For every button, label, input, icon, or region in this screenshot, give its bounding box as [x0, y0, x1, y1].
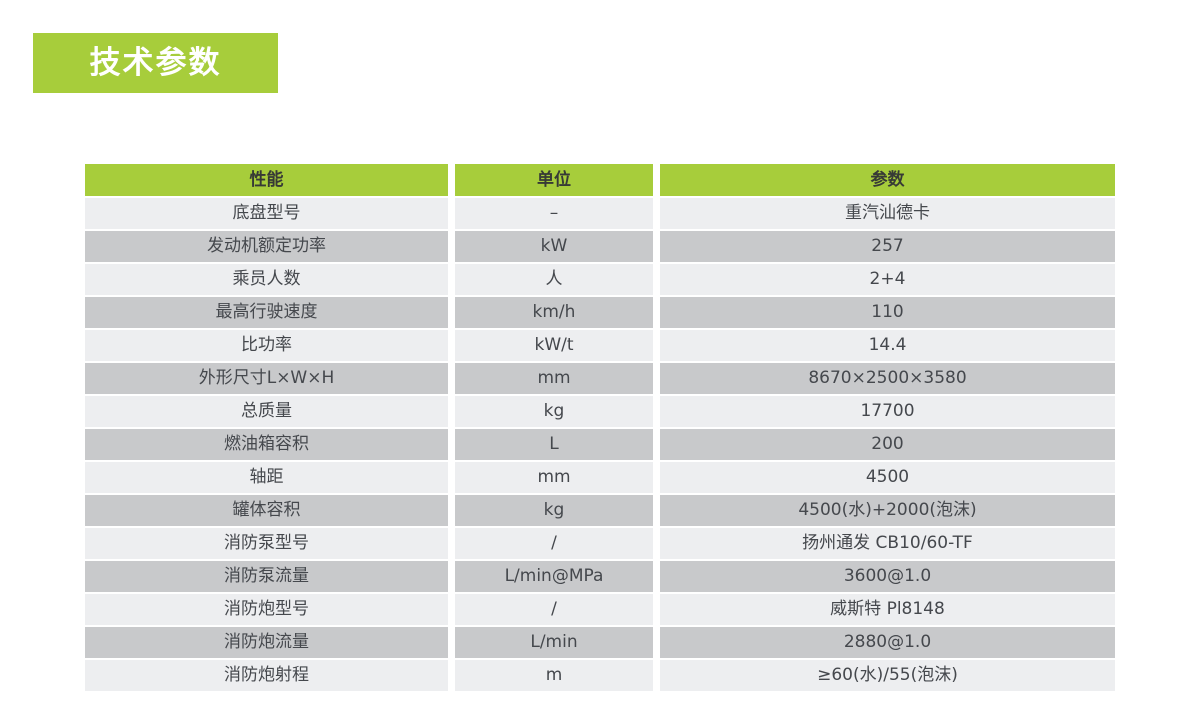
spec-value-cell: 重汽汕德卡: [660, 198, 1115, 229]
spec-name-cell: 消防泵型号: [85, 528, 448, 559]
spec-value-cell: ≥60(水)/55(泡沫): [660, 660, 1115, 691]
spec-value-cell: 110: [660, 297, 1115, 328]
spec-name-cell: 比功率: [85, 330, 448, 361]
spec-unit-cell: L/min: [455, 627, 653, 658]
header-parameter: 参数: [660, 164, 1115, 196]
spec-name-cell: 底盘型号: [85, 198, 448, 229]
spec-name-cell: 燃油箱容积: [85, 429, 448, 460]
spec-name-cell: 罐体容积: [85, 495, 448, 526]
spec-unit-cell: km/h: [455, 297, 653, 328]
table-row: 最高行驶速度 km/h 110: [85, 297, 1115, 328]
spec-name-cell: 消防炮流量: [85, 627, 448, 658]
spec-unit-cell: L: [455, 429, 653, 460]
table-header-row: 性能 单位 参数: [85, 164, 1115, 196]
spec-value-cell: 扬州通发 CB10/60-TF: [660, 528, 1115, 559]
table-row: 总质量 kg 17700: [85, 396, 1115, 427]
spec-unit-cell: /: [455, 528, 653, 559]
spec-unit-cell: mm: [455, 462, 653, 493]
spec-value-cell: 2+4: [660, 264, 1115, 295]
spec-table: 性能 单位 参数 底盘型号 – 重汽汕德卡 发动机额定功率 kW 257 乘员人数人 2+4 最…: [85, 164, 1115, 693]
page-title: 技术参数: [89, 44, 222, 81]
header-unit: 单位: [455, 164, 653, 196]
table-row: 罐体容积 kg 4500(水)+2000(泡沫): [85, 495, 1115, 526]
table-body: 底盘型号 – 重汽汕德卡 发动机额定功率 kW 257 乘员人数人 2+4 最高行驶速度 km/h…: [85, 198, 1115, 691]
spec-value-cell: 2880@1.0: [660, 627, 1115, 658]
header-performance: 性能: [85, 164, 448, 196]
spec-unit-cell: L/min@MPa: [455, 561, 653, 592]
spec-value-cell: 4500: [660, 462, 1115, 493]
spec-unit-cell: kg: [455, 495, 653, 526]
spec-value-cell: 3600@1.0: [660, 561, 1115, 592]
table-row: 消防泵型号 / 扬州通发 CB10/60-TF: [85, 528, 1115, 559]
table-row: 比功率 kW/t 14.4: [85, 330, 1115, 361]
table-row: 外形尺寸L×W×H mm 8670×2500×3580: [85, 363, 1115, 394]
table-row: 轴距 mm 4500: [85, 462, 1115, 493]
spec-name-cell: 轴距: [85, 462, 448, 493]
spec-value-cell: 17700: [660, 396, 1115, 427]
table-row: 消防炮流量 L/min 2880@1.0: [85, 627, 1115, 658]
spec-value-cell: 200: [660, 429, 1115, 460]
spec-unit-cell: kW/t: [455, 330, 653, 361]
spec-value-cell: 257: [660, 231, 1115, 262]
table-row: 消防炮射程 m ≥60(水)/55(泡沫): [85, 660, 1115, 691]
page-title-banner: 技术参数: [33, 33, 278, 93]
table-row: 底盘型号 – 重汽汕德卡: [85, 198, 1115, 229]
spec-name-cell: 消防炮射程: [85, 660, 448, 691]
table-row: 发动机额定功率 kW 257: [85, 231, 1115, 262]
table-row: 消防泵流量 L/min@MPa 3600@1.0: [85, 561, 1115, 592]
spec-name-cell: 乘员人数: [85, 264, 448, 295]
spec-unit-cell: 人: [455, 264, 653, 295]
table-row: 消防炮型号 / 威斯特 Pl8148: [85, 594, 1115, 625]
spec-unit-cell: kg: [455, 396, 653, 427]
spec-name-cell: 发动机额定功率: [85, 231, 448, 262]
spec-value-cell: 8670×2500×3580: [660, 363, 1115, 394]
spec-unit-cell: mm: [455, 363, 653, 394]
spec-unit-cell: /: [455, 594, 653, 625]
spec-value-cell: 威斯特 Pl8148: [660, 594, 1115, 625]
spec-value-cell: 4500(水)+2000(泡沫): [660, 495, 1115, 526]
table-row: 乘员人数人 2+4: [85, 264, 1115, 295]
spec-unit-cell: –: [455, 198, 653, 229]
spec-name-cell: 消防泵流量: [85, 561, 448, 592]
spec-unit-cell: m: [455, 660, 653, 691]
spec-unit-cell: kW: [455, 231, 653, 262]
spec-name-cell: 最高行驶速度: [85, 297, 448, 328]
spec-name-cell: 消防炮型号: [85, 594, 448, 625]
spec-name-cell: 总质量: [85, 396, 448, 427]
table-row: 燃油箱容积 L 200: [85, 429, 1115, 460]
spec-name-cell: 外形尺寸L×W×H: [85, 363, 448, 394]
spec-value-cell: 14.4: [660, 330, 1115, 361]
